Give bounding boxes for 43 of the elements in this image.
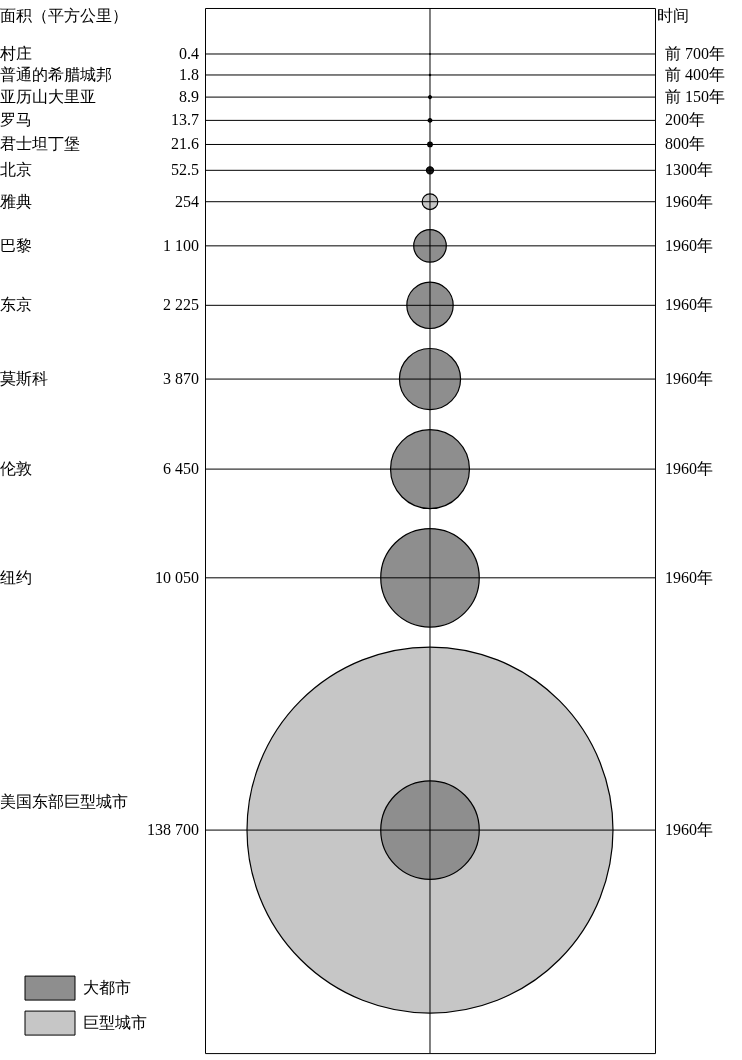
data-label: 21.6 [171, 135, 199, 153]
category-label: 1960年 [665, 370, 713, 388]
category-label: 800年 [665, 135, 705, 153]
category-label: 东京 [0, 296, 32, 314]
category-label: 雅典 [0, 192, 32, 210]
category-label: 村庄 [0, 45, 32, 62]
data-label: 52.5 [171, 161, 199, 179]
category-label: 普通的希腊城邦 [0, 65, 112, 83]
category-label: 200年 [665, 111, 705, 129]
data-label: 8.9 [179, 88, 199, 106]
data-label: 2 225 [163, 296, 199, 314]
data-label: 138 700 [147, 821, 199, 839]
category-label: 前 700年 [665, 45, 725, 62]
category-label: 亚历山大里亚 [0, 88, 96, 106]
category-label: 1960年 [665, 296, 713, 314]
category-label: 北京 [0, 161, 32, 179]
category-label: 纽约 [0, 568, 32, 586]
category-label: 前 400年 [665, 65, 725, 83]
category-label: 君士坦丁堡 [0, 135, 80, 153]
data-label: 1 100 [163, 236, 199, 254]
category-label: 1960年 [665, 568, 713, 586]
category-label: 1960年 [665, 236, 713, 254]
data-label: 254 [175, 192, 199, 210]
category-label: 1960年 [665, 460, 713, 478]
category-label: 伦敦 [0, 460, 32, 478]
category-label: 1960年 [665, 821, 713, 839]
text: 面积（平方公里） [0, 7, 128, 24]
category-label: 罗马 [0, 111, 32, 129]
category-label: 美国东部巨型城市 [0, 793, 128, 811]
data-label: 6 450 [163, 460, 199, 478]
category-label: 前 150年 [665, 88, 725, 106]
category-label: 巴黎 [0, 236, 32, 254]
data-label: 10 050 [155, 568, 199, 586]
data-label: 13.7 [171, 111, 199, 129]
category-label: 1300年 [665, 161, 713, 179]
category-label: 莫斯科 [0, 370, 48, 388]
data-label: 0.4 [179, 45, 199, 62]
data-label: 3 870 [163, 370, 199, 388]
data-label: 1.8 [179, 65, 199, 83]
legend-label: 巨型城市 [83, 1014, 147, 1032]
legend-label: 大都市 [83, 979, 131, 997]
category-label: 1960年 [665, 192, 713, 210]
text: 时间 [657, 7, 689, 24]
